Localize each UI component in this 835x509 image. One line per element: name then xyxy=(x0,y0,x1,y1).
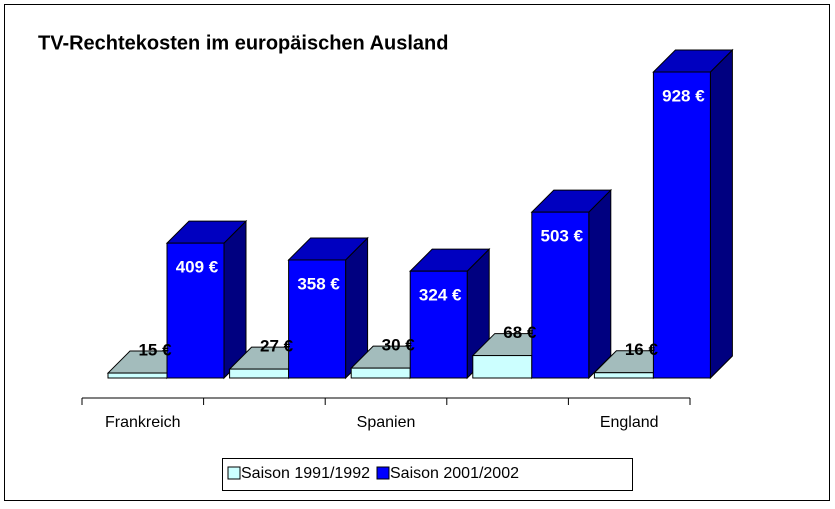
legend-box xyxy=(222,458,633,491)
bar-front xyxy=(166,242,225,379)
bar xyxy=(530,188,613,380)
bar xyxy=(408,247,491,380)
bar-side xyxy=(223,219,247,380)
bar-front xyxy=(652,71,711,379)
data-label: 16 € xyxy=(625,340,659,359)
bar-front xyxy=(409,270,468,379)
data-label: 358 € xyxy=(297,274,340,293)
bar xyxy=(165,219,248,380)
legend-label: Saison 2001/2002 xyxy=(390,465,519,482)
bar-front xyxy=(107,372,168,379)
data-label: 928 € xyxy=(662,86,705,105)
bar-front xyxy=(472,355,533,379)
bar-front xyxy=(531,211,590,379)
data-label: 30 € xyxy=(382,336,416,355)
chart-title: TV-Rechtekosten im europäischen Ausland xyxy=(38,32,448,54)
bar xyxy=(652,48,734,380)
bar-front xyxy=(350,367,411,379)
bar-side xyxy=(588,188,612,380)
bar-front xyxy=(593,372,654,379)
data-label: 503 € xyxy=(541,227,584,246)
bar-front xyxy=(288,259,347,379)
data-label: 68 € xyxy=(503,323,537,342)
x-tick-label: Spanien xyxy=(357,414,416,431)
x-tick-label: England xyxy=(600,414,659,431)
bar xyxy=(287,236,369,380)
data-label: 409 € xyxy=(176,258,219,277)
data-label: 15 € xyxy=(138,341,172,360)
legend-label: Saison 1991/1992 xyxy=(241,465,370,482)
legend-swatch xyxy=(376,466,390,480)
data-label: 324 € xyxy=(419,286,462,305)
bar-side xyxy=(709,48,733,380)
legend-swatch xyxy=(227,466,241,480)
x-tick-label: Frankreich xyxy=(105,414,181,431)
data-label: 27 € xyxy=(260,337,294,356)
bar-front xyxy=(229,368,290,379)
